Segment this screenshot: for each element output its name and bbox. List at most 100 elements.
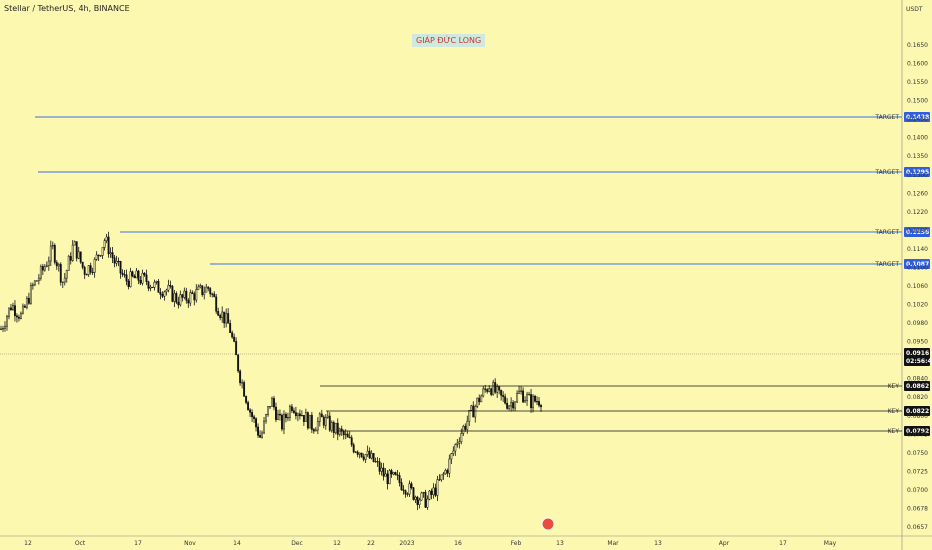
candle-body xyxy=(191,292,194,294)
candle-body xyxy=(63,277,66,283)
candle-body xyxy=(410,483,413,488)
key-value-tag xyxy=(904,381,930,391)
candle-body xyxy=(67,256,70,271)
x-tick-label: Mar xyxy=(607,540,619,547)
candle-body xyxy=(223,311,226,324)
candle-body xyxy=(89,265,92,273)
candle-body xyxy=(482,388,485,397)
x-tick-label: 22 xyxy=(367,540,375,547)
candle-body xyxy=(17,316,20,319)
candle-body xyxy=(205,286,208,293)
candle-body xyxy=(145,274,148,283)
y-tick-label: 0.1220 xyxy=(907,209,928,216)
candle-body xyxy=(438,479,441,481)
candle-body xyxy=(376,461,379,463)
candle-body xyxy=(532,395,534,409)
candle-body xyxy=(488,388,491,392)
candle-body xyxy=(81,261,84,268)
candle-body xyxy=(239,370,242,384)
candle-body xyxy=(518,390,521,394)
candle-body xyxy=(97,254,100,257)
candle-body xyxy=(127,280,130,287)
candle-body xyxy=(484,388,487,390)
candle-body xyxy=(472,405,475,418)
candle-body xyxy=(506,402,509,409)
candle-body xyxy=(115,260,118,264)
candle-body xyxy=(139,280,142,284)
candle-body xyxy=(79,251,82,263)
candle-body xyxy=(360,452,363,458)
candle-body xyxy=(33,280,36,286)
candle-body xyxy=(225,313,228,324)
candle-body xyxy=(426,498,429,508)
candle-body xyxy=(314,429,317,432)
candle-body xyxy=(464,425,467,430)
candle-body xyxy=(251,412,254,418)
candle-body xyxy=(213,293,216,298)
candle-body xyxy=(290,406,293,411)
candle-body xyxy=(510,402,513,407)
candle-body xyxy=(177,301,180,306)
candle-body xyxy=(530,394,532,409)
y-tick-label: 0.1450 xyxy=(907,116,928,123)
candle-body xyxy=(39,266,42,279)
candle-body xyxy=(197,286,200,290)
candle-body xyxy=(334,422,337,433)
candle-body xyxy=(452,450,455,454)
y-tick-label: 0.1300 xyxy=(907,172,928,179)
candle-body xyxy=(25,297,28,308)
candle-body xyxy=(408,483,411,495)
candle-body xyxy=(462,425,465,434)
candle-body xyxy=(310,414,313,430)
candle-body xyxy=(37,277,40,282)
candle-body xyxy=(430,490,433,495)
candle-body xyxy=(336,422,339,435)
candle-body xyxy=(480,395,483,403)
candle-body xyxy=(19,312,22,319)
x-tick-label: 12 xyxy=(333,540,341,547)
candle-body xyxy=(444,470,447,475)
candle-body xyxy=(271,398,273,407)
y-tick-label: 0.0980 xyxy=(907,320,928,327)
target-value-tag xyxy=(904,227,930,237)
candle-body xyxy=(185,290,188,301)
candle-body xyxy=(368,450,371,459)
x-tick-label: 13 xyxy=(556,540,564,547)
candle-body xyxy=(466,420,469,430)
target-value-text: 0.1156 xyxy=(906,229,929,236)
candle-body xyxy=(123,274,126,276)
candle-body xyxy=(209,288,212,295)
candle-body xyxy=(284,414,287,419)
candle-body xyxy=(374,461,377,463)
candle-body xyxy=(2,328,4,330)
candle-body xyxy=(69,256,72,261)
candle-body xyxy=(31,284,34,286)
candle-body xyxy=(53,245,56,263)
candle-body xyxy=(406,493,409,495)
x-tick-label: 12 xyxy=(24,540,32,547)
x-tick-label: 17 xyxy=(779,540,787,547)
candle-body xyxy=(432,487,435,495)
candle-body xyxy=(229,323,232,333)
y-tick-label: 0.0775 xyxy=(907,431,928,438)
candle-body xyxy=(492,382,495,395)
candle-body xyxy=(330,422,333,431)
candle-body xyxy=(143,272,146,276)
candle-body xyxy=(286,417,289,419)
candle-body xyxy=(502,395,505,397)
x-tick-label: Oct xyxy=(75,540,86,547)
key-level-label: KEY xyxy=(888,383,900,390)
candle-body xyxy=(71,244,74,261)
x-tick-label: Apr xyxy=(719,540,730,547)
candle-body xyxy=(412,487,415,500)
x-tick-label: May xyxy=(824,540,837,547)
candle-body xyxy=(59,264,62,283)
candle-body xyxy=(169,285,172,287)
candle-body xyxy=(294,412,297,417)
candle-body xyxy=(167,285,170,291)
candle-body xyxy=(10,307,12,311)
candle-body xyxy=(99,255,102,257)
candle-body xyxy=(4,325,6,329)
candle-body xyxy=(103,240,106,248)
